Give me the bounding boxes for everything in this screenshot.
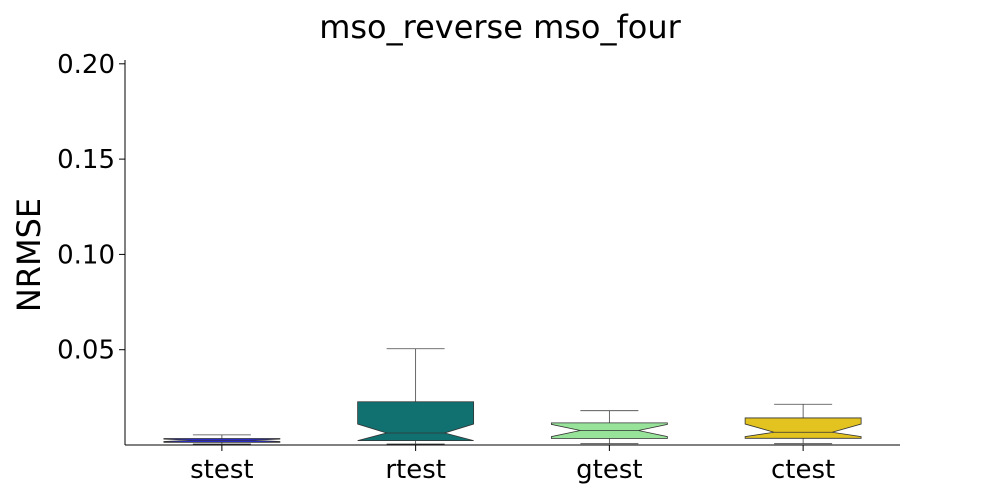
x-tick-label: stest [190,455,253,485]
box-ctest [744,417,862,439]
x-tick-label: ctest [771,455,835,485]
x-tick-label: gtest [576,455,642,485]
plot-area: 0.05 0.10 0.15 0.20 stest rtest gtest ctest [57,50,900,485]
y-tick-label: 0.15 [57,145,115,175]
y-tick-label: 0.10 [57,240,115,270]
y-tick-label: 0.20 [57,50,115,80]
y-tick-label: 0.05 [57,336,115,366]
box-rtest [357,401,475,442]
x-tick-label: rtest [385,455,446,485]
y-axis-label: NRMSE [10,198,48,312]
chart-title: mso_reverse mso_four [319,8,681,46]
